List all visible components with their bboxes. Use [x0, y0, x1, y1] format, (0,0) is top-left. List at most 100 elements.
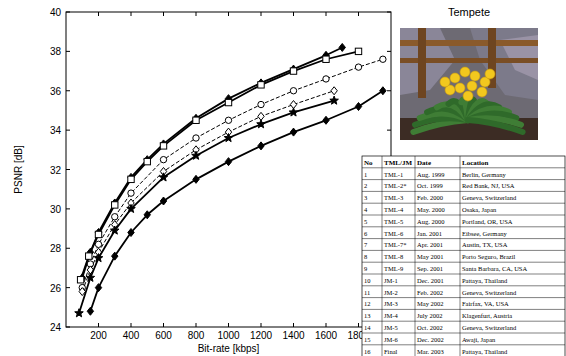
marker — [355, 103, 361, 111]
table-cell: Oct. 2002 — [417, 324, 443, 331]
table-cell: TML-7* — [384, 241, 406, 248]
x-tick — [131, 12, 132, 16]
table-cell: Geneva, Switzerland — [462, 324, 517, 331]
y-tick — [387, 51, 391, 52]
y-tick-label: 38 — [50, 46, 62, 57]
table-cell: 4 — [364, 206, 368, 213]
marker — [258, 142, 264, 150]
marker — [290, 68, 296, 74]
marker — [160, 143, 166, 149]
table-cell: Fairfax, VA, USA — [462, 300, 509, 307]
marker — [380, 56, 386, 62]
x-tick — [196, 323, 197, 327]
x-tick-label: 200 — [90, 330, 107, 341]
marker — [160, 197, 166, 205]
table-rule — [362, 203, 565, 204]
photo-bg — [400, 28, 538, 140]
table-rule — [362, 179, 565, 180]
table-cell: Jan. 2001 — [417, 230, 442, 237]
series-line — [79, 101, 334, 314]
table-cell: 12 — [364, 300, 371, 307]
y-tick — [66, 248, 70, 249]
y-tick — [387, 130, 391, 131]
table-cell: TML-8 — [384, 253, 403, 260]
table-rule — [362, 238, 565, 239]
table-cell: 16 — [364, 348, 371, 355]
y-tick-label: 24 — [50, 322, 62, 333]
table-header: Date — [417, 159, 431, 167]
table-cell: TML-3 — [384, 194, 403, 201]
y-tick-label: 40 — [50, 7, 62, 18]
marker — [159, 173, 168, 181]
marker — [127, 204, 136, 212]
y-tick-label: 34 — [50, 125, 62, 136]
table-rule — [362, 191, 565, 192]
series-line — [82, 47, 342, 277]
flower — [477, 87, 487, 97]
flower — [450, 73, 460, 83]
y-tick — [66, 208, 70, 209]
marker — [112, 252, 118, 260]
marker — [224, 134, 233, 142]
marker — [330, 96, 339, 104]
table-rule — [362, 297, 565, 298]
table-cell: Feb. 2000 — [417, 194, 443, 201]
table-cell: May 2001 — [417, 253, 444, 260]
table-cell: Sep. 2001 — [417, 265, 443, 272]
x-tick-label: 1600 — [315, 330, 338, 341]
x-tick-label: 800 — [188, 330, 205, 341]
table-cell: JM-1 — [384, 277, 398, 284]
x-tick — [196, 12, 197, 16]
table-rule — [362, 285, 565, 286]
photo — [400, 28, 538, 140]
y-axis-label: PSNR [dB] — [13, 145, 24, 194]
table-cell: 8 — [364, 253, 367, 260]
table-cell: 2 — [364, 182, 367, 189]
marker — [87, 307, 93, 315]
marker — [193, 175, 199, 183]
marker — [128, 229, 134, 237]
y-tick — [387, 12, 391, 13]
marker — [86, 273, 95, 281]
x-tick — [326, 12, 327, 16]
y-tick-label: 36 — [50, 86, 62, 97]
x-tick — [358, 12, 359, 16]
table-cell: Aug. 1999 — [417, 171, 444, 178]
series — [79, 56, 386, 291]
y-tick-label: 32 — [50, 165, 62, 176]
series — [79, 87, 337, 296]
table-header: Location — [462, 159, 489, 167]
flower — [460, 67, 470, 77]
x-tick — [163, 12, 164, 16]
y-tick-label: 30 — [50, 204, 62, 215]
x-tick — [326, 323, 327, 327]
table-rule — [382, 156, 383, 356]
x-tick — [98, 12, 99, 16]
marker — [94, 254, 103, 262]
marker — [128, 190, 134, 196]
table-cell: TML-5 — [384, 218, 403, 225]
table-cell: TML-9 — [384, 265, 403, 272]
x-tick — [163, 323, 164, 327]
marker — [144, 158, 150, 164]
table-cell: Berlin, Germany — [462, 171, 506, 178]
x-tick — [261, 323, 262, 327]
table-cell: Geneva, Switzerland — [462, 289, 517, 296]
plot-frame — [66, 12, 391, 327]
table: NoTML/JMDateLocation1TML-1Aug. 1999Berli… — [362, 156, 565, 356]
table-cell: JM-2 — [384, 289, 398, 296]
x-tick — [293, 12, 294, 16]
x-tick — [228, 12, 229, 16]
y-tick-label: 28 — [50, 243, 62, 254]
table-rule — [362, 309, 565, 310]
flower — [470, 71, 480, 81]
table-cell: 14 — [364, 324, 371, 331]
table-cell: May. 2000 — [417, 206, 445, 213]
y-tick-label: 26 — [50, 283, 62, 294]
marker — [95, 284, 101, 292]
marker — [225, 117, 231, 123]
marker — [290, 88, 296, 94]
y-tick — [66, 327, 70, 328]
table-cell: 15 — [364, 336, 371, 343]
table-cell: Pattaya, Thailand — [462, 348, 508, 355]
